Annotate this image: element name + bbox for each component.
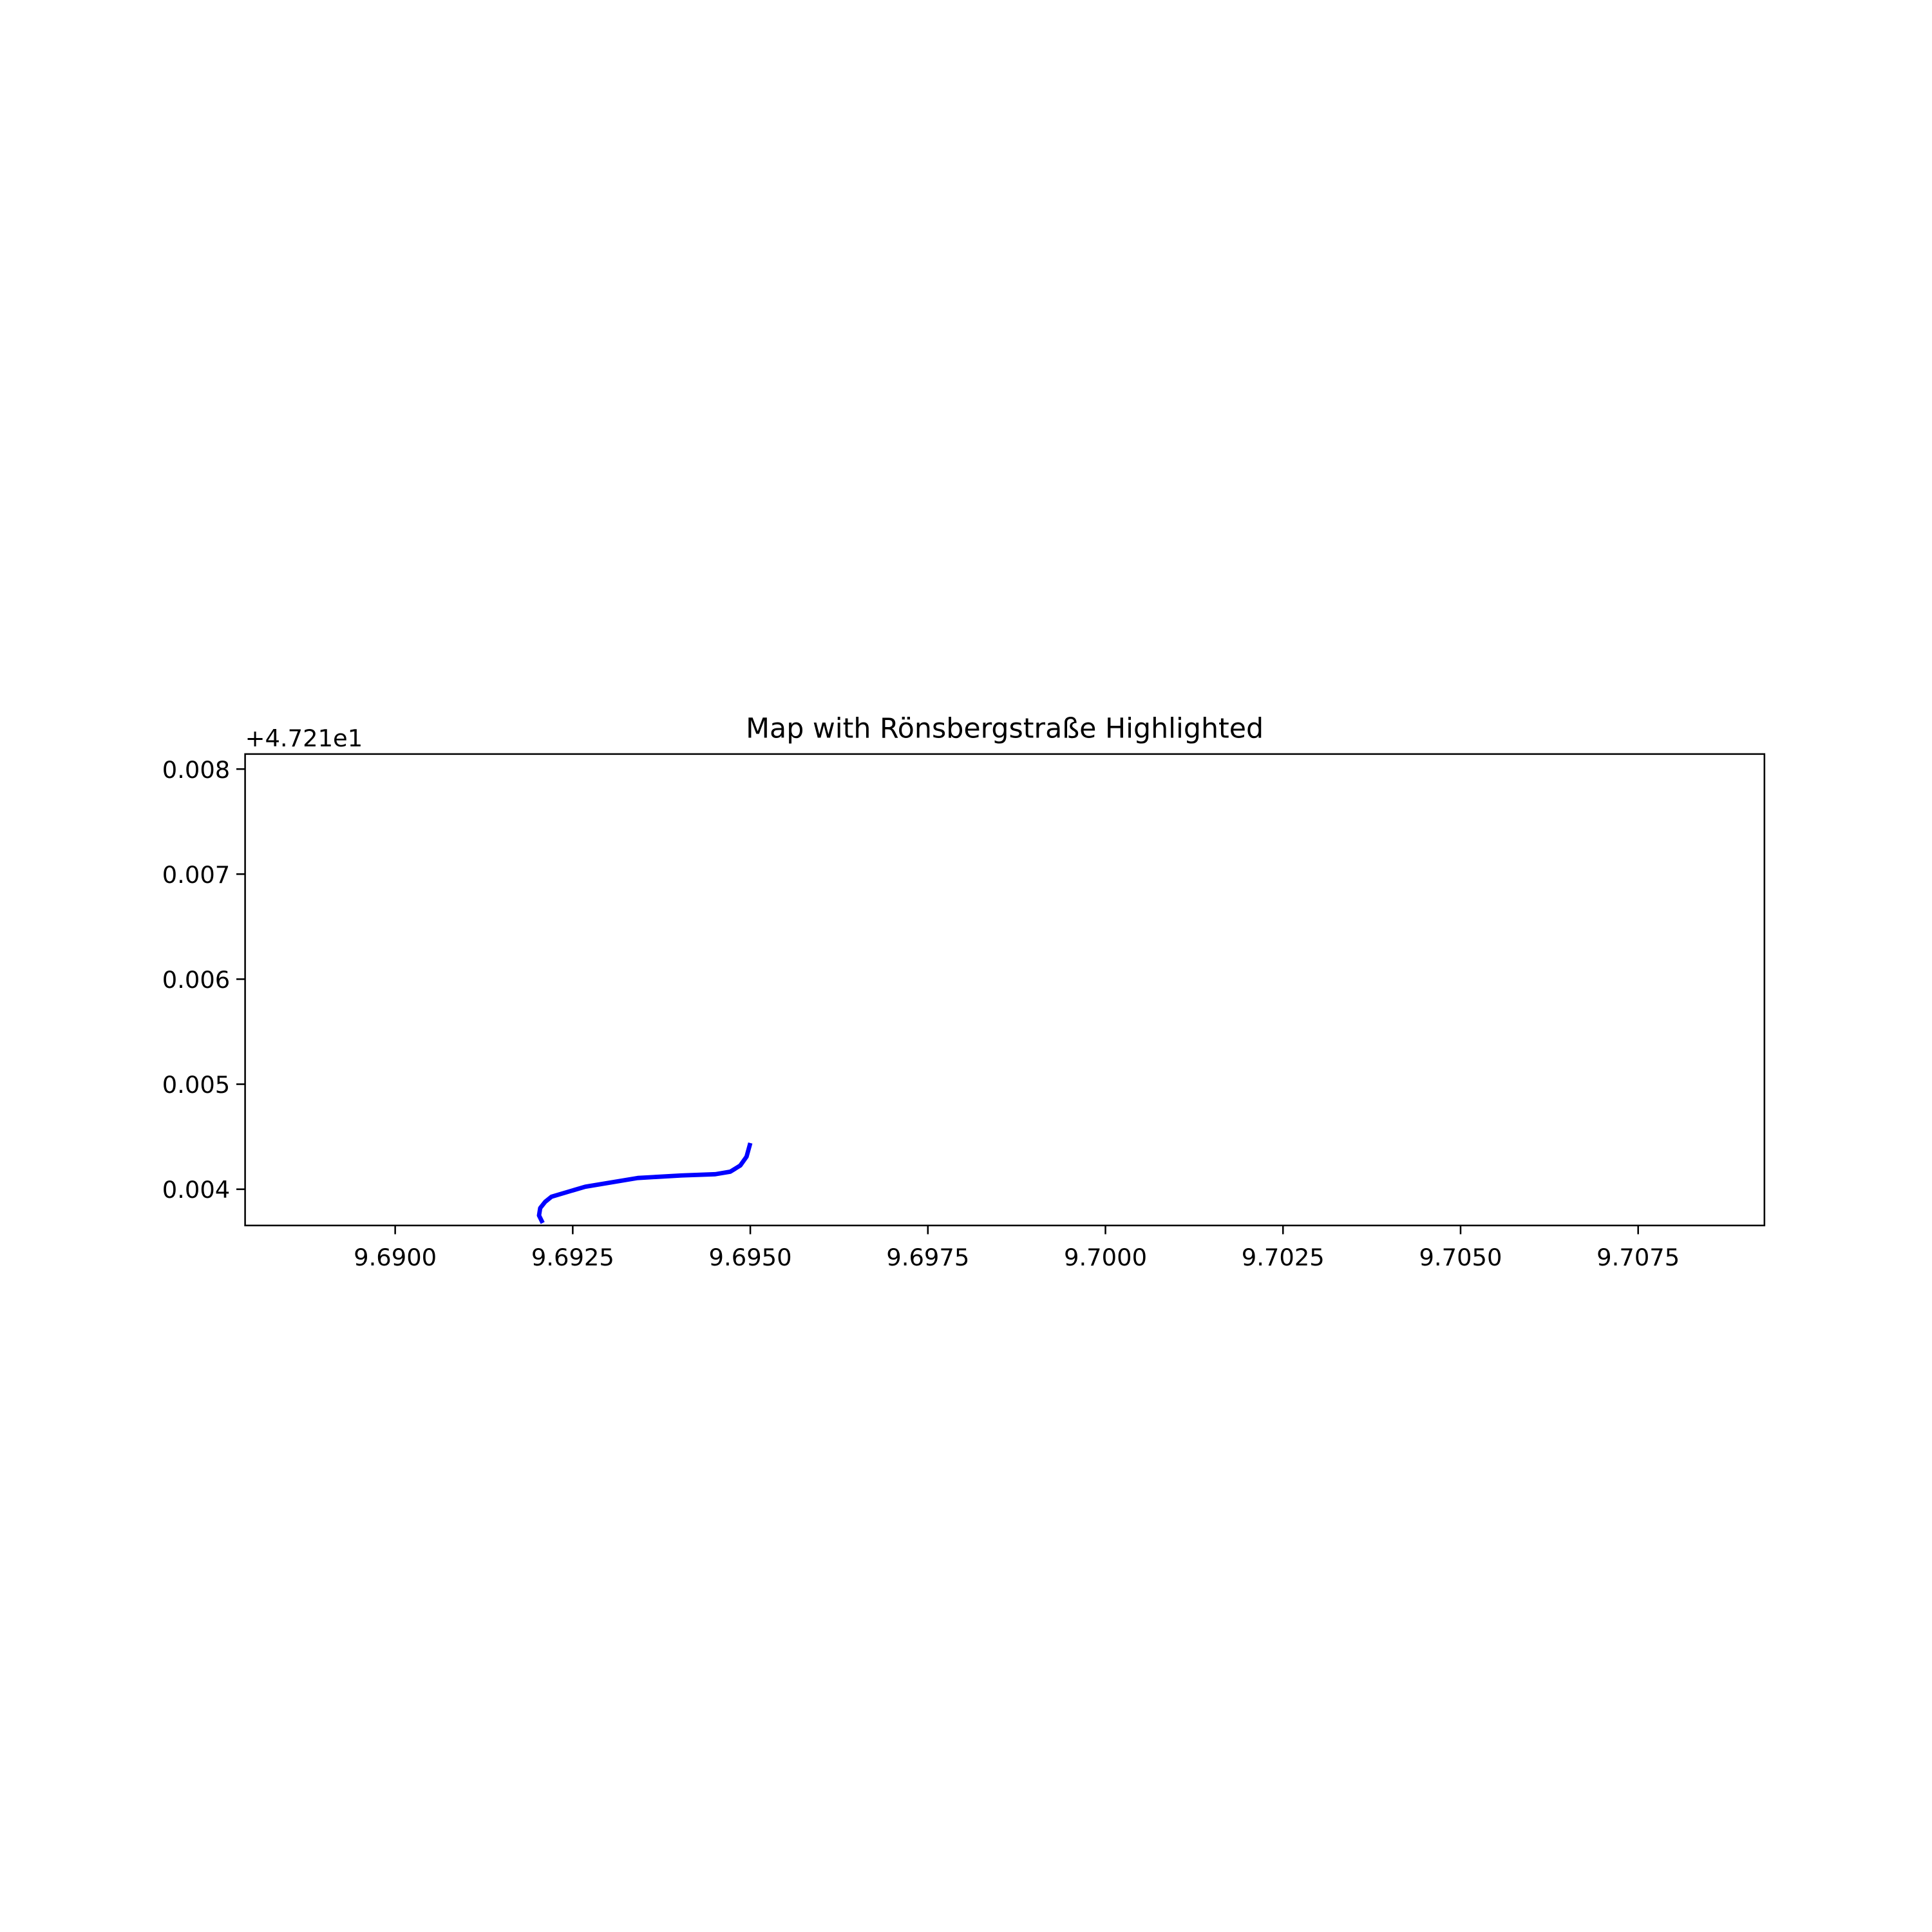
- chart-title: Map with Rönsbergstraße Highlighted: [746, 713, 1264, 745]
- y-tick-label: 0.007: [162, 861, 231, 889]
- y-tick-label: 0.004: [162, 1176, 231, 1204]
- x-tick-label: 9.6950: [709, 1244, 792, 1271]
- x-tick-label: 9.7075: [1596, 1244, 1680, 1271]
- y-tick-label: 0.008: [162, 756, 231, 784]
- x-tick-label: 9.6925: [531, 1244, 614, 1271]
- street-line: [536, 1142, 753, 1224]
- x-tick-label: 9.7000: [1064, 1244, 1147, 1271]
- y-offset-label: +4.721e1: [245, 724, 363, 752]
- x-tick-label: 9.7025: [1242, 1244, 1325, 1271]
- y-tick-label: 0.005: [162, 1071, 231, 1099]
- x-tick-label: 9.6900: [354, 1244, 437, 1271]
- y-tick-label: 0.006: [162, 966, 231, 994]
- plot-frame: [244, 753, 1766, 1227]
- x-tick-label: 9.7050: [1419, 1244, 1502, 1271]
- x-tick-label: 9.6975: [886, 1244, 969, 1271]
